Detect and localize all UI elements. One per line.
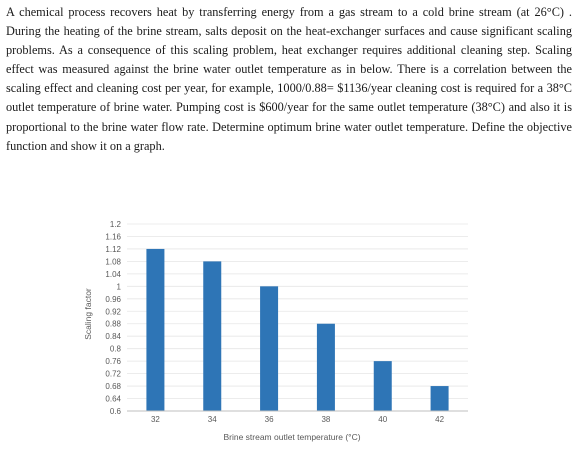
bar-34	[203, 261, 222, 411]
y-tick-label: 1.12	[105, 245, 121, 254]
x-tick-label: 32	[151, 415, 160, 424]
y-tick-label: 0.6	[110, 407, 122, 416]
bar-38	[316, 323, 335, 411]
y-axis-title: Scaling factor	[83, 288, 93, 340]
y-tick-label: 0.92	[105, 307, 121, 316]
y-tick-label: 1	[117, 282, 122, 291]
bar-36	[260, 286, 279, 411]
y-tick-label: 0.72	[105, 370, 121, 379]
problem-statement: A chemical process recovers heat by tran…	[6, 5, 572, 153]
y-axis-tick-labels: 1.2 1.16 1.12 1.08 1.04 1 0.96 0.92 0.88 0.84 0.8 0…	[105, 220, 121, 416]
x-axis-title: Brine stream outlet temperature (°C)	[223, 432, 360, 442]
x-tick-label: 38	[321, 415, 330, 424]
y-tick-label: 0.64	[105, 395, 121, 404]
y-tick-label: 0.8	[110, 345, 122, 354]
y-tick-label: 0.88	[105, 320, 121, 329]
x-tick-label: 42	[435, 415, 444, 424]
x-tick-label: 36	[265, 415, 274, 424]
y-tick-label: 0.68	[105, 382, 121, 391]
x-axis-tick-labels: 32 34 36 38 40 42	[151, 415, 445, 424]
x-tick-label: 40	[378, 415, 387, 424]
bar-40	[373, 361, 392, 411]
y-tick-label: 1.04	[105, 270, 121, 279]
y-tick-label: 0.76	[105, 357, 121, 366]
bar-32	[146, 248, 165, 411]
scaling-factor-bar-chart: 1.2 1.16 1.12 1.08 1.04 1 0.96 0.92 0.88 0.84 0.8 0…	[83, 220, 468, 442]
y-tick-label: 1.16	[105, 232, 121, 241]
y-tick-label: 1.08	[105, 257, 121, 266]
bar-42	[430, 386, 449, 411]
y-tick-label: 0.84	[105, 332, 121, 341]
chart-gridlines	[127, 223, 468, 412]
y-tick-label: 0.96	[105, 295, 121, 304]
chart-bars	[146, 248, 449, 411]
x-tick-label: 34	[208, 415, 217, 424]
y-tick-label: 1.2	[110, 220, 122, 229]
